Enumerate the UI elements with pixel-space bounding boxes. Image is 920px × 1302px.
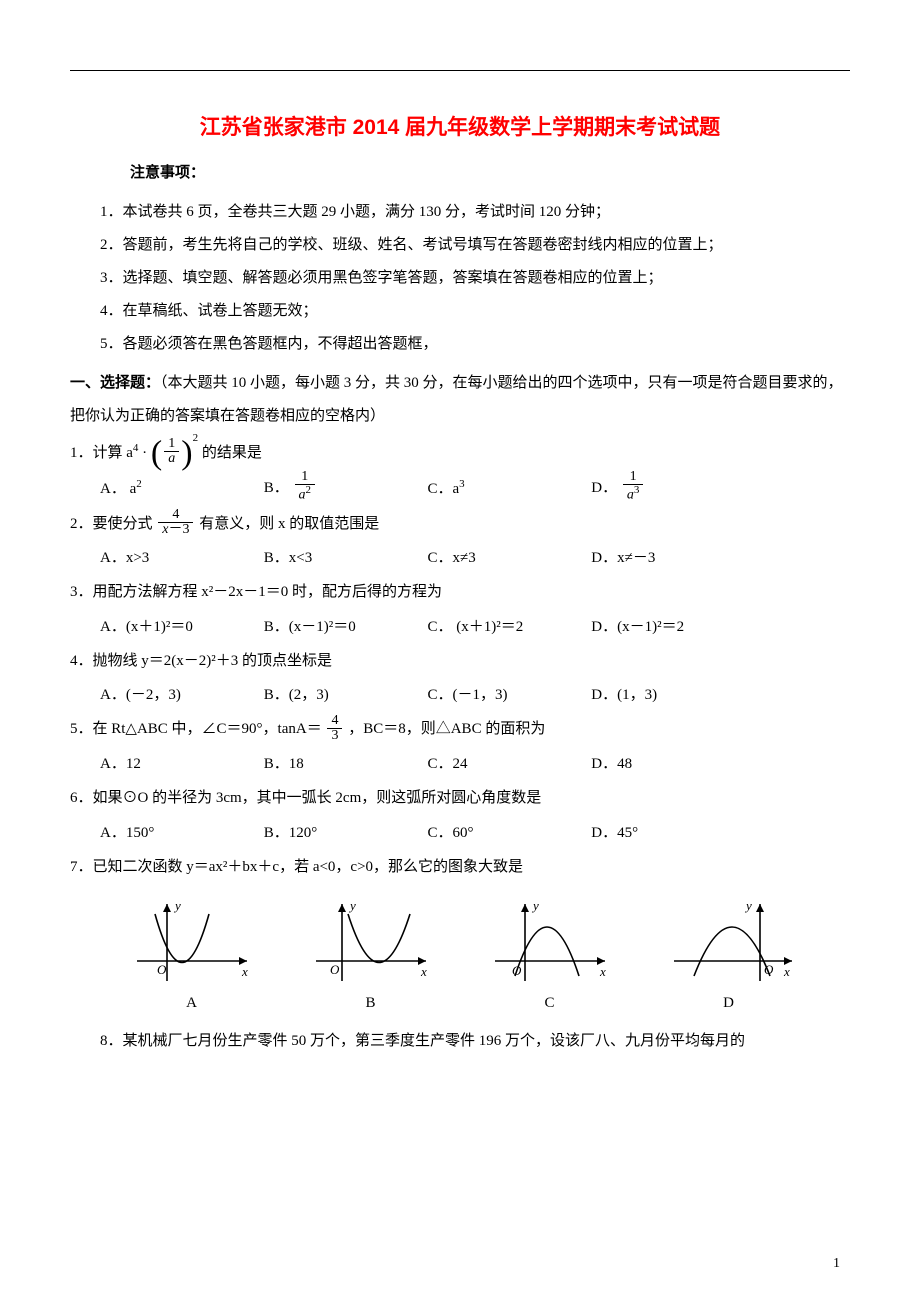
- notice-item: 5．各题必须答在黑色答题框内，不得超出答题框，: [70, 328, 850, 361]
- q5-fraction: 43: [327, 714, 342, 743]
- exam-page: 江苏省张家港市 2014 届九年级数学上学期期末考试试题 注意事项： 1．本试卷…: [0, 0, 920, 1302]
- graph-A: O x y A: [127, 896, 257, 1012]
- q3-D: D．(x－1)²＝2: [591, 612, 751, 642]
- question-2: 2．要使分式 4x－3 有意义，则 x 的取值范围是: [70, 509, 850, 539]
- q5-B: B．18: [264, 749, 424, 779]
- q4-C: C．(－1，3): [428, 680, 588, 710]
- q4-A: A．(－2，3): [100, 680, 260, 710]
- graph-B: O x y B: [306, 896, 436, 1012]
- q2-stem-b: 有意义，则 x 的取值范围是: [199, 516, 379, 532]
- q2-options: A．x>3 B．x<3 C．x≠3 D．x≠－3: [100, 543, 850, 574]
- graph-D-label: D: [664, 995, 794, 1012]
- notice-item: 2．答题前，考生先将自己的学校、班级、姓名、考试号填写在答题卷密封线内相应的位置…: [70, 229, 850, 262]
- q2-A: A．x>3: [100, 543, 260, 573]
- left-paren-icon: (: [151, 435, 162, 472]
- q5-D: D．48: [591, 749, 751, 779]
- graph-C: O x y C: [485, 896, 615, 1012]
- q1-stem-a: 1．计算 a: [70, 445, 133, 461]
- parabola-A-icon: O x y: [127, 896, 257, 991]
- parabola-B-icon: O x y: [306, 896, 436, 991]
- question-3: 3．用配方法解方程 x²－2x－1＝0 时，配方后得的方程为: [70, 577, 850, 607]
- q2-fraction: 4x－3: [158, 508, 193, 537]
- svg-text:y: y: [744, 898, 752, 913]
- q5-stem-b: ，BC＝8，则△ABC 的面积为: [348, 721, 545, 737]
- question-5: 5．在 Rt△ABC 中，∠C＝90°，tanA＝ 43 ，BC＝8，则△ABC…: [70, 714, 850, 744]
- svg-text:x: x: [783, 964, 790, 979]
- svg-text:O: O: [330, 962, 340, 977]
- q1-D: D． 1a3: [591, 472, 751, 505]
- q6-C: C．60°: [428, 818, 588, 848]
- section-1-desc: （本大题共 10 小题，每小题 3 分，共 30 分，在每小题给出的四个选项中，…: [70, 375, 843, 424]
- graph-D: O x y D: [664, 896, 794, 1012]
- question-6: 6．如果⊙O 的半径为 3cm，其中一弧长 2cm，则这弧所对圆心角度数是: [70, 783, 850, 813]
- q3-A: A．(x＋1)²＝0: [100, 612, 260, 642]
- question-1: 1．计算 a4 · (1a)2 的结果是: [70, 437, 850, 468]
- question-7: 7．已知二次函数 y＝ax²＋bx＋c，若 a<0，c>0，那么它的图象大致是: [70, 852, 850, 882]
- svg-text:O: O: [512, 963, 522, 978]
- graph-B-label: B: [306, 995, 436, 1012]
- right-paren-icon: ): [181, 435, 192, 472]
- q1-C: C．a3: [428, 473, 588, 504]
- q5-A: A．12: [100, 749, 260, 779]
- notice-item: 1．本试卷共 6 页，全卷共三大题 29 小题，满分 130 分，考试时间 12…: [70, 196, 850, 229]
- q1-A: A． a2: [100, 473, 260, 504]
- q6-options: A．150° B．120° C．60° D．45°: [100, 817, 850, 848]
- q3-B: B．(x－1)²＝0: [264, 612, 424, 642]
- q2-B: B．x<3: [264, 543, 424, 573]
- q1-frac-den: a: [168, 451, 175, 466]
- q2-C: C．x≠3: [428, 543, 588, 573]
- q5-options: A．12 B．18 C．24 D．48: [100, 749, 850, 780]
- section-1-label: 一、选择题：: [70, 375, 160, 391]
- q5-C: C．24: [428, 749, 588, 779]
- q1-exp2: 2: [193, 432, 199, 444]
- parabola-D-icon: O x y: [664, 896, 794, 991]
- q1-B: B． 1a2: [264, 472, 424, 505]
- q6-A: A．150°: [100, 818, 260, 848]
- q2-D: D．x≠－3: [591, 543, 751, 573]
- q1-exp4: 4: [133, 442, 139, 454]
- svg-text:x: x: [420, 964, 427, 979]
- question-4: 4．抛物线 y＝2(x－2)²＋3 的顶点坐标是: [70, 646, 850, 676]
- q1-frac-num: 1: [164, 437, 179, 452]
- exam-title: 江苏省张家港市 2014 届九年级数学上学期期末考试试题: [70, 111, 850, 141]
- top-rule: [70, 70, 850, 71]
- notice-list: 1．本试卷共 6 页，全卷共三大题 29 小题，满分 130 分，考试时间 12…: [70, 196, 850, 361]
- q4-B: B．(2，3): [264, 680, 424, 710]
- q6-B: B．120°: [264, 818, 424, 848]
- question-8: 8．某机械厂七月份生产零件 50 万个，第三季度生产零件 196 万个，设该厂八…: [70, 1026, 850, 1056]
- q1-options: A． a2 B． 1a2 C．a3 D． 1a3: [100, 472, 850, 505]
- graph-A-label: A: [127, 995, 257, 1012]
- notice-heading: 注意事项：: [130, 161, 850, 182]
- graph-C-label: C: [485, 995, 615, 1012]
- parabola-C-icon: O x y: [485, 896, 615, 991]
- page-number: 1: [833, 1256, 840, 1272]
- q6-D: D．45°: [591, 818, 751, 848]
- svg-text:x: x: [599, 964, 606, 979]
- svg-text:y: y: [348, 898, 356, 913]
- q1-stem-b: ·: [142, 445, 147, 461]
- svg-text:y: y: [531, 898, 539, 913]
- q4-D: D．(1，3): [591, 680, 751, 710]
- q1-stem-c: 的结果是: [202, 445, 262, 461]
- origin-label: O: [157, 962, 167, 977]
- q7-graphs: O x y A O x y B: [102, 896, 818, 1012]
- q3-C: C． (x＋1)²＝2: [428, 612, 588, 642]
- svg-text:x: x: [241, 964, 248, 979]
- svg-text:y: y: [173, 898, 181, 913]
- q5-stem-a: 5．在 Rt△ABC 中，∠C＝90°，tanA＝: [70, 721, 322, 737]
- q3-options: A．(x＋1)²＝0 B．(x－1)²＝0 C． (x＋1)²＝2 D．(x－1…: [100, 611, 850, 642]
- section-1-header: 一、选择题：（本大题共 10 小题，每小题 3 分，共 30 分，在每小题给出的…: [70, 367, 850, 433]
- q4-options: A．(－2，3) B．(2，3) C．(－1，3) D．(1，3): [100, 680, 850, 711]
- svg-text:O: O: [764, 962, 774, 977]
- q2-stem-a: 2．要使分式: [70, 516, 153, 532]
- notice-item: 4．在草稿纸、试卷上答题无效；: [70, 295, 850, 328]
- notice-item: 3．选择题、填空题、解答题必须用黑色签字笔答题，答案填在答题卷相应的位置上；: [70, 262, 850, 295]
- q1-fraction: 1a: [164, 437, 179, 466]
